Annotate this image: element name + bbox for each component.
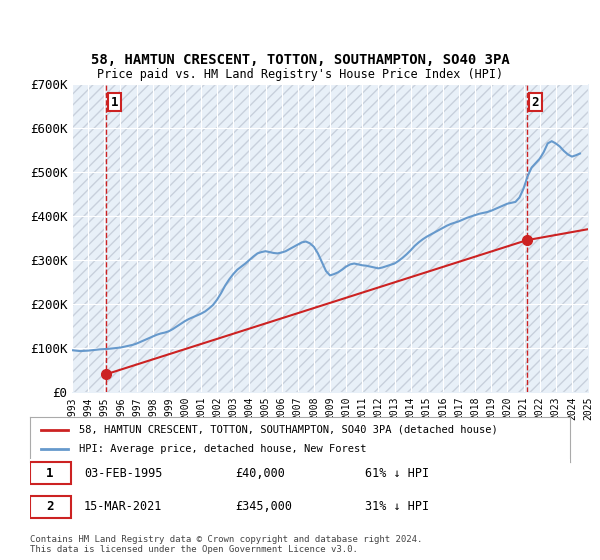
- Text: Price paid vs. HM Land Registry's House Price Index (HPI): Price paid vs. HM Land Registry's House …: [97, 68, 503, 81]
- Text: 58, HAMTUN CRESCENT, TOTTON, SOUTHAMPTON, SO40 3PA (detached house): 58, HAMTUN CRESCENT, TOTTON, SOUTHAMPTON…: [79, 424, 497, 435]
- Text: 58, HAMTUN CRESCENT, TOTTON, SOUTHAMPTON, SO40 3PA: 58, HAMTUN CRESCENT, TOTTON, SOUTHAMPTON…: [91, 53, 509, 67]
- FancyBboxPatch shape: [30, 496, 71, 518]
- Text: 15-MAR-2021: 15-MAR-2021: [84, 500, 163, 514]
- Text: 1: 1: [46, 467, 54, 480]
- Text: £40,000: £40,000: [235, 467, 285, 480]
- Text: 2: 2: [46, 500, 54, 514]
- Text: 2: 2: [532, 96, 539, 109]
- Text: 31% ↓ HPI: 31% ↓ HPI: [365, 500, 429, 514]
- Text: 03-FEB-1995: 03-FEB-1995: [84, 467, 163, 480]
- Text: 1: 1: [110, 96, 118, 109]
- Text: 61% ↓ HPI: 61% ↓ HPI: [365, 467, 429, 480]
- Text: HPI: Average price, detached house, New Forest: HPI: Average price, detached house, New …: [79, 445, 366, 455]
- Text: Contains HM Land Registry data © Crown copyright and database right 2024.
This d: Contains HM Land Registry data © Crown c…: [30, 535, 422, 554]
- FancyBboxPatch shape: [30, 463, 71, 484]
- Text: £345,000: £345,000: [235, 500, 292, 514]
